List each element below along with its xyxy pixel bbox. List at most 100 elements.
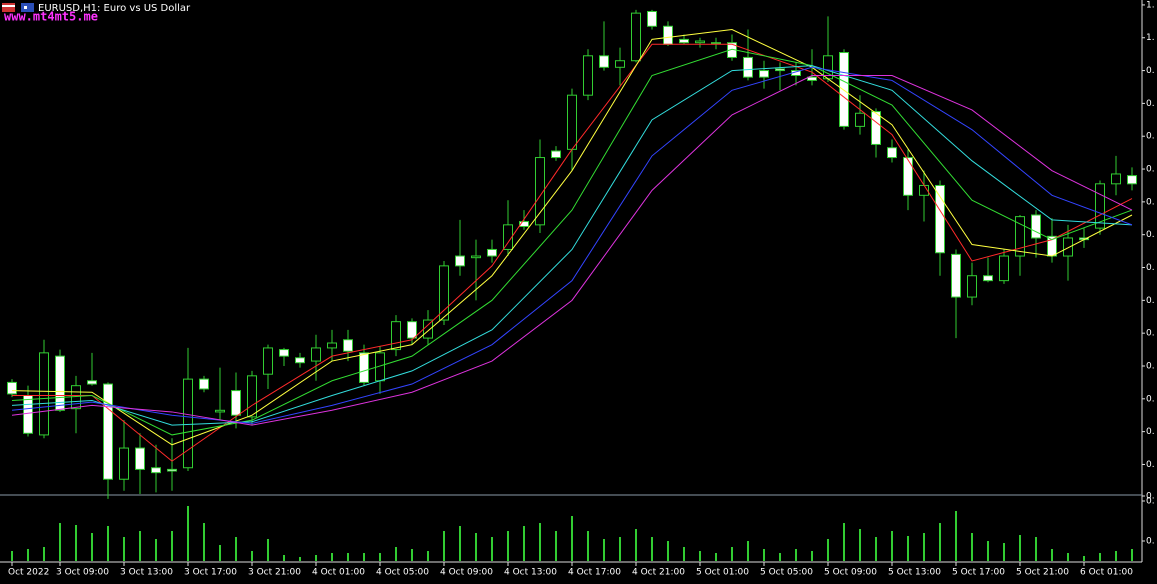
volume-bar — [379, 553, 381, 561]
candle-body — [103, 383, 113, 480]
x-tick-label: 5 Oct 17:00 — [952, 568, 1005, 578]
y-tick-label: 0. — [1146, 132, 1155, 142]
candle-body — [279, 349, 289, 357]
volume-bar — [235, 537, 237, 561]
candle-body — [87, 380, 97, 385]
candle-body — [231, 390, 241, 416]
volume-bar — [619, 537, 621, 561]
candle-body — [1015, 216, 1025, 257]
volume-bar — [939, 523, 941, 561]
candle-body — [855, 112, 865, 127]
y-tick-label: 0. — [1146, 197, 1155, 207]
candle-body — [951, 253, 961, 298]
icon — [2, 5, 15, 7]
candle-body — [631, 12, 641, 62]
candle-body — [743, 56, 753, 78]
candle-body — [759, 70, 769, 78]
volume-bar — [731, 547, 733, 561]
x-tick-label: 3 Oct 21:00 — [248, 568, 301, 578]
volume-bar — [75, 525, 77, 561]
candle-body — [215, 409, 225, 413]
y-tick-label: 0. — [1146, 165, 1155, 175]
volume-bar — [331, 553, 333, 561]
candle-body — [311, 347, 321, 362]
candle-body — [327, 342, 337, 349]
volume-bar — [923, 533, 925, 561]
chart-title: EURUSD,H1: Euro vs US Dollar — [38, 3, 191, 14]
candle-body — [263, 347, 273, 375]
x-tick-label: Oct 2022 — [8, 568, 49, 578]
volume-bar — [715, 553, 717, 561]
candle-body — [343, 339, 353, 352]
volume-bar — [699, 551, 701, 561]
candle-body — [615, 60, 625, 68]
candle-body — [599, 55, 609, 68]
x-tick-label: 5 Oct 21:00 — [1016, 568, 1069, 578]
icon — [21, 3, 34, 12]
candle-body — [503, 224, 513, 250]
volume-bar — [299, 557, 301, 561]
icon — [24, 6, 27, 9]
candle-body — [151, 467, 161, 474]
candle-body — [23, 395, 33, 434]
x-tick-label: 4 Oct 21:00 — [632, 568, 685, 578]
volume-bar — [779, 553, 781, 561]
moving-average — [11, 29, 1133, 446]
y-tick-label: 0. — [1146, 497, 1155, 507]
volume-bar — [491, 537, 493, 561]
y-tick-label: 0. — [1146, 361, 1155, 371]
volume-bar — [363, 553, 365, 561]
candle-body — [359, 352, 369, 383]
y-tick-label: 0. — [1146, 492, 1155, 502]
volume-bar — [427, 551, 429, 561]
candle-body — [807, 76, 817, 81]
volume-bar — [827, 539, 829, 561]
x-tick-label: 4 Oct 13:00 — [504, 568, 557, 578]
candle-body — [647, 10, 657, 27]
volume-bar — [571, 516, 573, 561]
candle-body — [1031, 214, 1041, 239]
volume-bar — [1003, 543, 1005, 561]
y-tick-label: 0. — [1146, 460, 1155, 470]
y-tick-label: 0. — [1146, 394, 1155, 404]
candle-body — [247, 375, 257, 418]
candle-body — [887, 147, 897, 159]
volume-bar — [139, 531, 141, 561]
y-tick-label: 0. — [1146, 99, 1155, 109]
volume-bar — [1035, 537, 1037, 561]
y-tick-label: 0. — [1146, 66, 1155, 76]
volume-bar — [11, 551, 13, 561]
x-tick-label: 3 Oct 13:00 — [120, 568, 173, 578]
y-tick-label: 0. — [1146, 296, 1155, 306]
x-tick-label: 5 Oct 09:00 — [824, 568, 877, 578]
candle-body — [471, 255, 481, 259]
candle-body — [839, 52, 849, 127]
volume-bar — [1099, 553, 1101, 561]
y-tick-label: 0. — [1146, 329, 1155, 339]
volume-bar — [539, 523, 541, 561]
moving-average — [11, 66, 1133, 424]
volume-bar — [955, 511, 957, 561]
volume-bar — [795, 549, 797, 561]
candle-body — [135, 447, 145, 470]
volume-bar — [475, 533, 477, 561]
volume-bar — [1067, 553, 1069, 561]
candle-body — [487, 248, 497, 257]
candle-body — [455, 255, 465, 267]
candle-body — [695, 40, 705, 44]
candle-body — [679, 38, 689, 44]
candle-body — [871, 111, 881, 145]
volume-bar — [315, 555, 317, 561]
candle-body — [39, 352, 49, 436]
candle-body — [775, 68, 785, 72]
candle-body — [295, 357, 305, 364]
volume-bar — [763, 549, 765, 561]
candle-body — [423, 319, 433, 339]
candle-body — [119, 447, 129, 480]
candle-body — [983, 275, 993, 282]
candle-body — [439, 265, 449, 321]
volume-bar — [1115, 551, 1117, 561]
volume-bar — [891, 531, 893, 561]
candle-body — [391, 321, 401, 351]
